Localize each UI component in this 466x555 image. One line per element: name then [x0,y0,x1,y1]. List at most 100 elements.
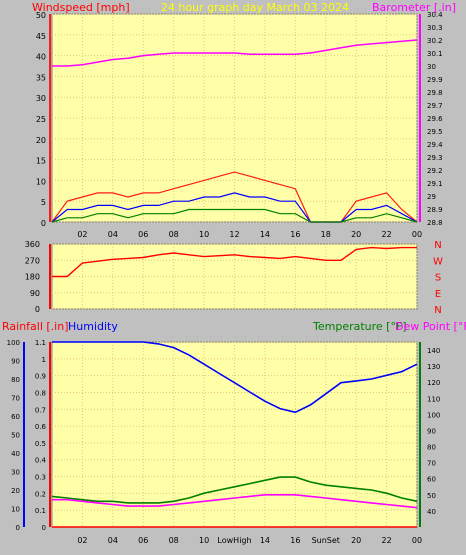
windspeed-tick: 20 [36,136,46,145]
humidity-tick: 30 [11,469,20,477]
temperature-tick: 90 [427,427,436,435]
windspeed-tick: 25 [36,115,46,124]
x-tick-label: 00 [412,230,422,239]
humidity-tick: 50 [11,432,20,440]
x-tick-label: LowHigh [217,536,251,545]
direction-tick: 360 [25,240,40,249]
direction-axis: 0 90 180 270 360 [25,240,51,314]
x-tick-label: 10 [199,536,209,545]
humidity-tick: 90 [11,358,20,366]
wind-series [51,39,418,223]
barometer-tick: 28.9 [427,206,443,214]
windspeed-label: Windspeed [mph] [32,1,130,14]
graph-title: 24 hour graph day March 03 2024 [161,1,349,14]
compass-label: E [435,289,441,300]
humidity-tick: 40 [11,450,20,458]
direction-series [52,246,417,278]
windspeed-tick: 0 [41,219,46,228]
x-tick-label: 18 [321,230,331,239]
x-tick-label: 14 [260,536,270,545]
temperature-tick: 110 [427,395,440,403]
compass-label: W [433,256,443,267]
barometer-tick: 30.2 [427,37,443,45]
temperature-tick: 60 [427,476,436,484]
average-series [51,192,418,223]
temperature-series [51,476,418,504]
windspeed-tick: 35 [36,73,46,82]
rainfall-tick: 0.1 [35,507,46,515]
windspeed-tick: 30 [36,94,46,103]
windspeed-axis: 0 5 10 15 20 25 30 35 40 45 50 [36,11,51,228]
rainfall-tick: 0.3 [35,474,46,482]
rainfall-tick: 0.4 [35,457,47,465]
rainfall-tick: 1.1 [35,339,46,347]
x-tick-label: 04 [108,230,118,239]
barometer-tick: 29.1 [427,180,443,188]
rainfall-tick: 0.7 [35,406,46,414]
rainfall-tick: 0.2 [35,490,46,498]
compass-label: N [434,305,441,316]
compass-label: N [434,240,441,251]
rainfall-label: Rainfall [.in] [2,320,69,333]
x-tick-label: 16 [290,536,300,545]
direction-grid [52,243,418,310]
x-tick-label: 00 [412,536,422,545]
x-tick-label: 12 [229,230,239,239]
barometer-tick: 29.5 [427,128,443,136]
rainfall-tick: 0.8 [35,389,46,397]
temperature-series [51,341,418,528]
windspeed-tick: 40 [36,53,46,62]
barometer-tick: 30 [427,63,436,71]
windspeed-tick: 5 [41,198,46,207]
barometer-tick: 29.4 [427,141,443,149]
x-tick-label: 06 [138,536,148,545]
wind-grid [52,13,418,223]
temperature-tick: 70 [427,460,436,468]
barometer-axis: 28.8 28.9 29 29.1 29.2 29.3 29.4 29.5 29.6 29.7 29… [419,11,443,227]
barometer-tick: 29.2 [427,167,443,175]
temperature-tick: 130 [427,363,440,371]
x-tick-label: 08 [169,536,179,545]
dew-point-series [52,494,418,509]
rainfall-tick: 1 [42,356,46,364]
barometer-tick: 30.4 [427,11,443,19]
barometer-tick: 29 [427,193,436,201]
direction-tick: 0 [35,305,40,314]
barometer-tick: 29.3 [427,154,443,162]
windspeed-tick: 15 [36,157,46,166]
direction-tick: 90 [30,289,40,298]
barometer-tick: 30.3 [427,24,443,32]
x-tick-label: 20 [351,230,361,239]
compass-label: S [435,273,441,284]
temperature-tick: 40 [427,508,436,516]
x-tick-label: 02 [77,536,87,545]
temperature-tick: 120 [427,379,440,387]
x-tick-label: SunSet [312,536,340,545]
lull-series [51,208,418,223]
x-tick-label: 08 [169,230,179,239]
humidity-label: Humidity [68,320,118,333]
temperature-x-axis: 02 04 06 08 10 LowHigh 14 16 SunSet 20 22 00 [77,536,422,545]
temperature-tick: 100 [427,411,440,419]
x-tick-label: 16 [290,230,300,239]
barometer-tick: 29.9 [427,76,443,84]
barometer-tick: 30.1 [427,50,443,58]
direction-series-line [52,246,417,278]
temperature-tick: 80 [427,444,436,452]
temperature-label: Temperature [°F] [312,320,407,333]
windspeed-tick: 50 [36,11,46,20]
x-tick-label: 22 [381,536,391,545]
gust-series [51,171,418,223]
barometer-tick: 29.6 [427,115,443,123]
humidity-tick: 100 [7,339,20,347]
x-tick-label: 04 [108,536,118,545]
humidity-axis: 0 10 20 30 40 50 60 70 80 90 100 [7,339,25,532]
dew-point-label: Dew Point [°F] [395,320,466,333]
x-tick-label: 20 [351,536,361,545]
temperature-tick: 140 [427,347,440,355]
humidity-series [52,341,418,414]
rainfall-tick: 0.6 [35,423,47,431]
humidity-tick: 0 [16,524,20,532]
